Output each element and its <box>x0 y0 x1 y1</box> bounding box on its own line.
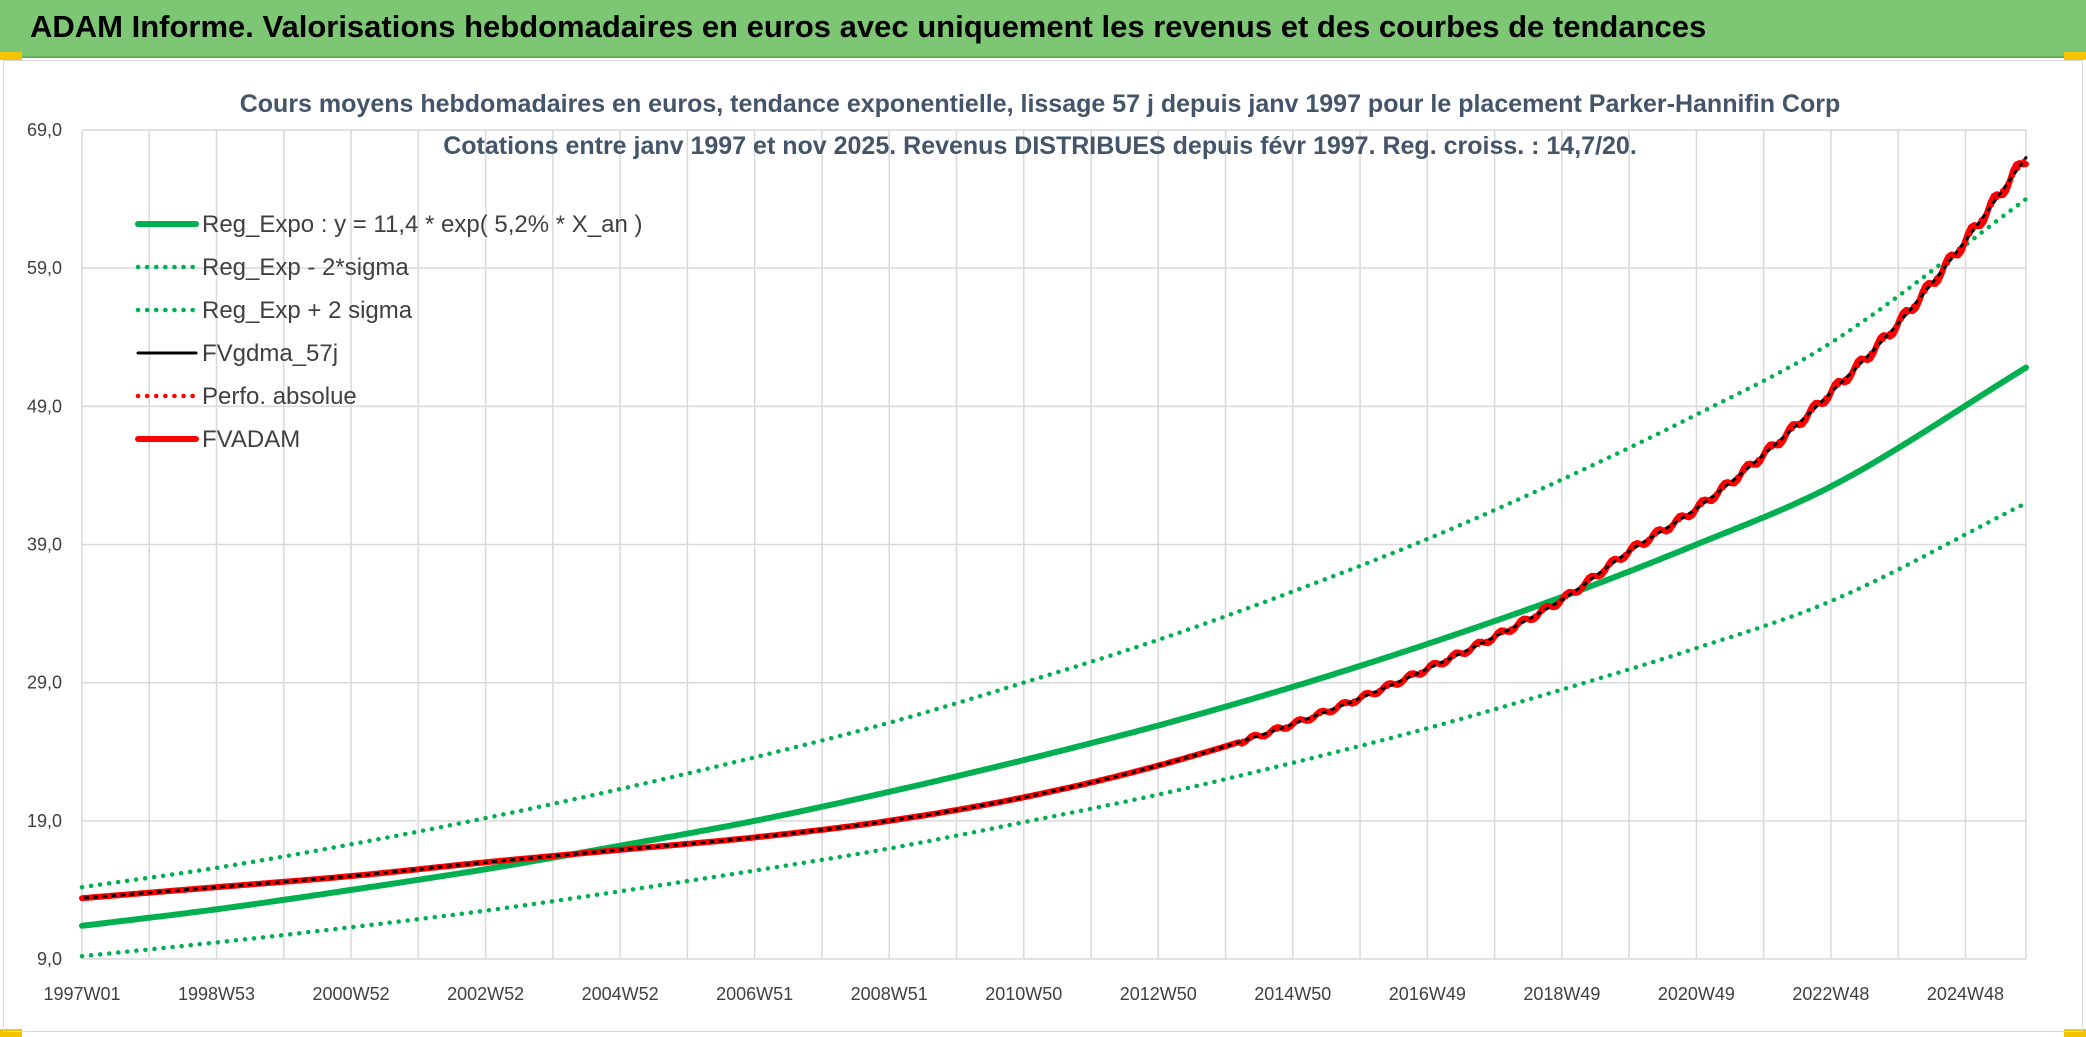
x-tick-label: 2022W48 <box>1792 984 1869 1004</box>
report-title: ADAM Informe. Valorisations hebdomadaire… <box>30 9 1707 44</box>
y-axis: 9,0 19,0 29,0 39,0 49,0 59,0 69,0 <box>27 120 62 969</box>
chart-frame <box>3 60 2083 1032</box>
y-tick-label: 49,0 <box>27 396 62 416</box>
series-line <box>79 155 2029 901</box>
legend-label: Reg_Expo : y = 11,4 * exp( 5,2% * X_an ) <box>202 211 642 238</box>
legend-label: Reg_Exp - 2*sigma <box>202 254 409 281</box>
legend-label: FVADAM <box>202 426 300 453</box>
y-tick-label: 59,0 <box>27 258 62 278</box>
y-tick-label: 29,0 <box>27 673 62 693</box>
y-tick-label: 39,0 <box>27 535 62 555</box>
y-tick-label: 9,0 <box>37 949 62 969</box>
x-tick-label: 2010W50 <box>985 984 1062 1004</box>
series-line <box>79 364 2029 929</box>
legend: Reg_Expo : y = 11,4 * exp( 5,2% * X_an )… <box>135 211 642 453</box>
y-tick-label: 69,0 <box>27 120 62 140</box>
chart-subtitle: Cotations entre janv 1997 et nov 2025. R… <box>443 132 1637 160</box>
x-tick-label: 1998W53 <box>178 984 255 1004</box>
legend-label: Perfo. absolue <box>202 383 357 410</box>
x-tick-label: 2002W52 <box>447 984 524 1004</box>
series-line <box>79 196 2029 890</box>
grid <box>81 129 2027 960</box>
y-tick-label: 19,0 <box>27 811 62 831</box>
x-tick-label: 2020W49 <box>1658 984 1735 1004</box>
chart-title: Cours moyens hebdomadaires en euros, ten… <box>240 90 1841 118</box>
legend-label: FVgdma_57j <box>202 340 338 367</box>
corner-accent-bottom-right <box>2064 1029 2086 1037</box>
x-tick-label: 2000W52 <box>313 984 390 1004</box>
legend-label: Reg_Exp + 2 sigma <box>202 297 413 324</box>
x-tick-label: 2016W49 <box>1389 984 1466 1004</box>
x-tick-label: 2008W51 <box>851 984 928 1004</box>
corner-accent-left <box>0 52 22 60</box>
x-axis: 1997W01 1998W53 2000W52 2002W52 2004W52 2006W… <box>43 984 2004 1004</box>
corner-accent-right <box>2064 52 2086 60</box>
x-tick-label: 2006W51 <box>716 984 793 1004</box>
x-tick-label: 2012W50 <box>1120 984 1197 1004</box>
corner-accent-bottom-left <box>0 1029 22 1037</box>
x-tick-label: 2004W52 <box>582 984 659 1004</box>
x-tick-label: 2024W48 <box>1927 984 2004 1004</box>
x-tick-label: 2014W50 <box>1254 984 1331 1004</box>
x-tick-label: 1997W01 <box>43 984 120 1004</box>
series-group <box>79 155 2029 959</box>
header-bar: ADAM Informe. Valorisations hebdomadaire… <box>0 0 2086 58</box>
series-line <box>79 500 2029 959</box>
x-tick-label: 2018W49 <box>1523 984 1600 1004</box>
